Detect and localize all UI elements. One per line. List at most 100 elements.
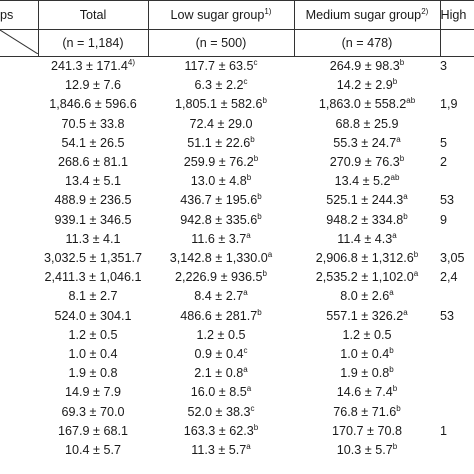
table-row: 1.0 ± 0.4 0.9 ± 0.4c 1.0 ± 0.4b: [0, 345, 474, 364]
footnote-marker: b: [253, 154, 259, 164]
subheader-high-n: [439, 29, 474, 57]
cell-value: 1,805.1 ± 582.6: [175, 97, 263, 112]
table-row: 1.9 ± 0.8 2.1 ± 0.8a 1.9 ± 0.8b: [0, 364, 474, 383]
medium-sugar-cell: 13.4 ± 5.2ab: [294, 172, 440, 191]
footnote-marker: a: [389, 288, 394, 298]
cell-value: 525.1 ± 244.3: [326, 193, 404, 208]
high-sugar-cell: 1,9: [440, 95, 474, 114]
row-label-cell: [0, 76, 38, 95]
cell-value: 11.3 ± 4.1: [65, 231, 121, 246]
row-label-cell: [0, 345, 38, 364]
footnote-marker: a: [403, 192, 408, 202]
cell-value: 1: [440, 423, 448, 438]
header-row: ps Total Low sugar group1) Medium sugar …: [0, 0, 474, 30]
cell-value: 2,226.9 ± 936.5: [175, 270, 263, 285]
cell-value: 1.2 ± 0.5: [68, 327, 118, 342]
low-sugar-cell: 163.3 ± 62.3b: [148, 422, 294, 441]
cell-value: 557.1 ± 326.2: [326, 308, 404, 323]
row-label-cell: [0, 326, 38, 345]
table-row: 268.6 ± 81.1 259.9 ± 76.2b 270.9 ± 76.3b 2: [0, 153, 474, 172]
cell-value: 2,535.2 ± 1,102.0: [315, 270, 414, 285]
medium-sugar-cell: 948.2 ± 334.8b: [294, 211, 440, 230]
high-sugar-cell: 53: [440, 307, 474, 326]
footnote-marker: b: [253, 422, 259, 432]
table-row: 11.3 ± 4.1 11.6 ± 3.7a 11.4 ± 4.3a: [0, 230, 474, 249]
footnote-marker: b: [262, 269, 267, 279]
low-sugar-cell: 51.1 ± 22.6b: [148, 134, 294, 153]
medium-sugar-cell: 1.0 ± 0.4b: [294, 345, 440, 364]
row-label-cell: [0, 287, 38, 306]
cell-value: 70.5 ± 33.8: [61, 116, 125, 131]
total-cell: 69.3 ± 70.0: [38, 403, 148, 422]
cell-value: 270.9 ± 76.3: [329, 155, 400, 170]
table-row: 69.3 ± 70.0 52.0 ± 38.3c 76.8 ± 71.6b: [0, 403, 474, 422]
total-cell: 488.9 ± 236.5: [38, 191, 148, 210]
total-cell: 1.2 ± 0.5: [38, 326, 148, 345]
cell-value: 939.1 ± 346.5: [54, 212, 132, 227]
total-cell: 167.9 ± 68.1: [38, 422, 148, 441]
cell-value: 163.3 ± 62.3: [183, 423, 254, 438]
cell-value: 1,846.6 ± 596.6: [49, 97, 137, 112]
footnote-marker: b: [392, 384, 398, 394]
cell-value: 8.4 ± 2.7: [194, 289, 244, 304]
table-row: 241.3 ± 171.44) 117.7 ± 63.5c 264.9 ± 98.3…: [0, 57, 474, 77]
total-cell: 1.9 ± 0.8: [38, 364, 148, 383]
footnote-marker: a: [396, 134, 401, 144]
footnote-marker: a: [267, 250, 273, 260]
low-sugar-cell: 436.7 ± 195.6b: [148, 191, 294, 210]
high-sugar-cell: [440, 230, 474, 249]
total-cell: 10.4 ± 5.7: [38, 441, 148, 460]
table-row: 1.2 ± 0.5 1.2 ± 0.5 1.2 ± 0.5: [0, 326, 474, 345]
cell-value: 1.9 ± 0.8: [68, 366, 118, 381]
cell-value: 6.3 ± 2.2: [194, 78, 244, 93]
footnote-marker: c: [253, 58, 258, 67]
cell-value: 14.2 ± 2.9: [336, 78, 393, 93]
cell-value: 524.0 ± 304.1: [54, 308, 132, 323]
cell-value: 72.4 ± 29.0: [189, 116, 253, 131]
high-sugar-cell: [440, 345, 474, 364]
row-label-cell: [0, 307, 38, 326]
medium-sugar-cell: 10.3 ± 5.7b: [294, 441, 440, 460]
subheader-medium-n: (n = 478): [293, 29, 440, 57]
row-label-cell: [0, 172, 38, 191]
footnote-marker: b: [257, 307, 262, 317]
table-body: 241.3 ± 171.44) 117.7 ± 63.5c 264.9 ± 98.3…: [0, 57, 474, 461]
row-label-cell: [0, 249, 38, 268]
footnote-marker: b: [246, 173, 252, 183]
total-cell: 70.5 ± 33.8: [38, 115, 148, 134]
row-label-cell: [0, 191, 38, 210]
footnote-marker: b: [262, 96, 267, 106]
cell-value: 1.2 ± 0.5: [342, 327, 392, 342]
row-label-cell: [0, 268, 38, 287]
high-sugar-cell: 5: [440, 134, 474, 153]
cell-value: 486.6 ± 281.7: [180, 308, 258, 323]
high-sugar-cell: 53: [440, 191, 474, 210]
medium-sugar-cell: 270.9 ± 76.3b: [294, 153, 440, 172]
row-label-cell: [0, 57, 38, 77]
cell-value: 16.0 ± 8.5: [190, 385, 247, 400]
cell-value: 241.3 ± 171.4: [50, 59, 128, 73]
header-high-sugar: High: [439, 0, 474, 30]
footnote-marker: 4): [127, 58, 136, 67]
cell-value: 76.8 ± 71.6: [333, 404, 397, 419]
cell-value: 2,906.8 ± 1,312.6: [315, 251, 414, 266]
row-label-cell: [0, 403, 38, 422]
footnote-marker: a: [246, 230, 251, 240]
cell-value: 13.4 ± 5.2: [334, 174, 391, 189]
cell-value: 11.3 ± 5.7: [191, 443, 247, 458]
low-sugar-cell: 52.0 ± 38.3c: [148, 403, 294, 422]
medium-sugar-cell: 14.2 ± 2.9b: [294, 76, 440, 95]
low-sugar-cell: 117.7 ± 63.5c: [148, 57, 294, 77]
total-cell: 13.4 ± 5.1: [38, 172, 148, 191]
low-sugar-cell: 11.6 ± 3.7a: [148, 230, 294, 249]
low-sugar-cell: 486.6 ± 281.7b: [148, 307, 294, 326]
total-cell: 1,846.6 ± 596.6: [38, 95, 148, 114]
table-row: 12.9 ± 7.6 6.3 ± 2.2c 14.2 ± 2.9b: [0, 76, 474, 95]
cell-value: 13.4 ± 5.1: [65, 174, 121, 189]
cell-value: 488.9 ± 236.5: [54, 193, 132, 208]
footnote-marker: b: [389, 346, 394, 356]
medium-sugar-cell: 68.8 ± 25.9: [294, 115, 440, 134]
high-sugar-cell: 2,4: [440, 268, 474, 287]
header-medium-sugar: Medium sugar group2): [293, 0, 440, 30]
